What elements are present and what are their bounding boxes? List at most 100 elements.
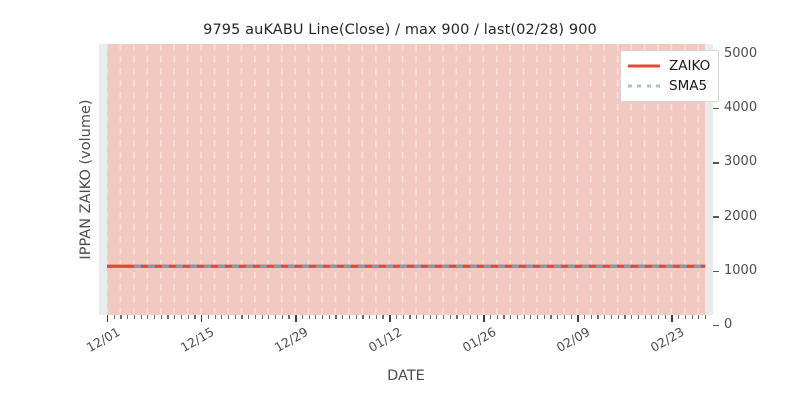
x-tick-major	[577, 315, 579, 322]
x-tick-label: 01/12	[365, 324, 405, 356]
x-tick-minor	[570, 315, 572, 319]
x-tick-minor	[610, 315, 613, 319]
x-tick-minor	[248, 315, 250, 319]
x-tick-minor	[543, 315, 545, 319]
x-tick-minor	[469, 315, 472, 319]
legend-label-zaiko: ZAIKO	[669, 58, 711, 74]
x-tick-minor	[691, 315, 693, 319]
x-tick-minor	[563, 315, 566, 319]
x-tick-minor	[187, 315, 189, 319]
x-tick-minor	[133, 315, 136, 319]
x-tick-minor	[516, 315, 519, 319]
x-tick-label: 02/23	[648, 324, 687, 356]
x-tick-minor	[422, 315, 424, 319]
legend-entry-sma5[interactable]: SMA5	[628, 76, 710, 96]
x-tick-minor	[328, 315, 330, 319]
x-tick-major	[483, 315, 485, 322]
x-tick-minor	[268, 315, 270, 319]
x-tick-minor	[651, 315, 653, 319]
x-tick-minor	[637, 315, 639, 319]
y-tick-label: 5000	[724, 46, 758, 61]
x-tick-minor	[355, 315, 357, 319]
x-tick-minor	[664, 315, 666, 319]
x-axis-title: DATE	[387, 368, 425, 384]
x-tick-minor	[120, 315, 122, 319]
x-tick-minor	[409, 315, 411, 319]
data-series-layer	[107, 264, 705, 268]
x-tick-minor	[241, 315, 243, 319]
x-axis-labels: 12/01 12/15 12/29 01/12 01/26 02/09 02/23	[84, 324, 713, 364]
vertical-gridlines	[107, 44, 700, 315]
x-tick-minor	[550, 315, 552, 319]
y-tick-mark	[713, 108, 719, 110]
x-tick-label: 02/09	[554, 324, 593, 356]
x-tick-minor	[489, 315, 492, 319]
x-tick-minor	[369, 315, 371, 319]
legend-entry-zaiko[interactable]: ZAIKO	[628, 56, 710, 76]
x-tick-minor	[288, 315, 290, 319]
x-tick-minor	[523, 315, 525, 319]
chart-title: 9795 auKABU Line(Close) / max 900 / last…	[203, 22, 597, 38]
x-tick-minor	[281, 315, 283, 319]
x-tick-minor	[631, 315, 633, 319]
x-tick-minor	[503, 315, 505, 319]
x-tick-minor	[382, 315, 384, 319]
x-tick-major	[671, 315, 673, 322]
x-tick-major	[107, 315, 109, 322]
x-tick-minor	[254, 315, 256, 319]
x-tick-minor	[308, 315, 310, 319]
x-tick-minor	[315, 315, 317, 319]
x-tick-minor	[402, 315, 404, 319]
x-tick-minor	[274, 315, 277, 319]
x-tick-minor	[127, 315, 129, 319]
x-tick-minor	[698, 315, 700, 319]
x-tick-minor	[395, 315, 398, 319]
x-axis-tickmarks	[99, 315, 713, 327]
x-tick-minor	[301, 315, 304, 319]
x-tick-minor	[147, 315, 149, 319]
x-tick-minor	[167, 315, 169, 319]
x-tick-minor	[657, 315, 660, 319]
x-tick-minor	[335, 315, 337, 319]
x-tick-minor	[624, 315, 626, 319]
x-tick-minor	[140, 315, 142, 319]
x-tick-minor	[436, 315, 438, 319]
x-tick-minor	[221, 315, 223, 319]
x-tick-minor	[207, 315, 209, 319]
x-tick-major	[201, 315, 203, 322]
x-tick-minor	[510, 315, 512, 319]
x-tick-minor	[590, 315, 592, 319]
x-tick-minor	[261, 315, 263, 319]
x-tick-minor	[678, 315, 680, 319]
x-tick-minor	[214, 315, 216, 319]
x-tick-minor	[342, 315, 344, 319]
dotted-line-swatch	[628, 80, 660, 92]
y-tick-label: 1000	[724, 262, 758, 278]
x-tick-minor	[530, 315, 532, 319]
solid-line-swatch	[628, 60, 660, 72]
x-tick-minor	[604, 315, 606, 319]
x-tick-minor	[557, 315, 559, 319]
x-tick-minor	[194, 315, 196, 319]
x-tick-minor	[705, 315, 707, 319]
x-tick-minor	[429, 315, 431, 319]
x-tick-minor	[375, 315, 377, 319]
x-tick-minor	[684, 315, 687, 319]
chart-legend[interactable]: ZAIKO SMA5	[620, 50, 720, 102]
legend-label-sma5: SMA5	[669, 78, 708, 94]
plot-area	[99, 44, 713, 315]
x-tick-label: 12/01	[83, 324, 123, 356]
x-tick-minor	[322, 315, 324, 319]
y-tick-label: 2000	[724, 208, 758, 224]
y-tick-mark	[713, 270, 719, 272]
x-tick-minor	[442, 315, 445, 319]
x-tick-minor	[456, 315, 458, 319]
x-tick-minor	[644, 315, 646, 319]
y-axis: 0 1000 2000 3000 4000 5000	[713, 44, 783, 332]
x-tick-minor	[584, 315, 586, 319]
x-tick-minor	[537, 315, 539, 319]
x-tick-label: 01/26	[460, 324, 499, 356]
x-tick-minor	[496, 315, 498, 319]
y-tick-label: 0	[724, 317, 733, 332]
